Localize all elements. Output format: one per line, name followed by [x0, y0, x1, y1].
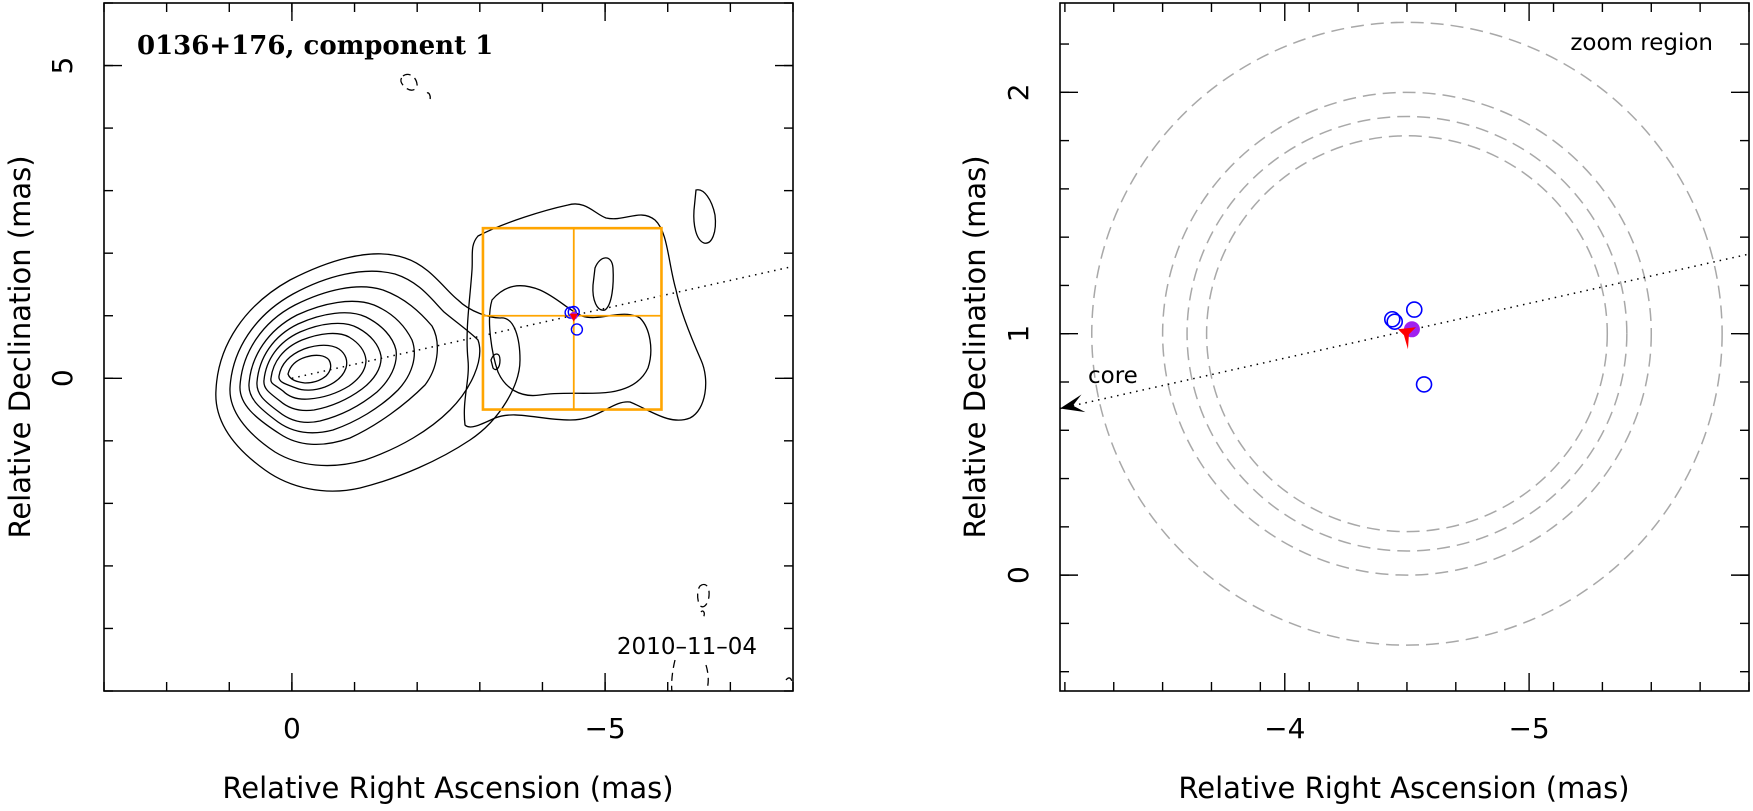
y-tick-label: 1	[1002, 325, 1035, 343]
zoom-x-axis-label: Relative Right Ascension (mas)	[1178, 771, 1629, 805]
y-tick-label: 0	[1002, 566, 1035, 584]
component-marker-star	[1397, 327, 1416, 350]
fit-marker	[1383, 310, 1401, 328]
contour-line-negative	[785, 677, 793, 685]
contour-line	[270, 332, 367, 400]
overview-x-axis-label: Relative Right Ascension (mas)	[222, 771, 673, 805]
contour-line	[278, 344, 348, 391]
overview-title: 0136+176, component 1	[137, 31, 493, 61]
component-marker-star	[569, 313, 578, 322]
zoom-axis-ticks: −4 −5 2 1 0	[1002, 3, 1750, 745]
zoom-y-axis-label: Relative Declination (mas)	[958, 155, 992, 538]
fit-marker	[570, 323, 584, 336]
overview-panel: 0 −5 5 0 0136+176, component 1 2010–11–04 R…	[3, 2, 794, 805]
overview-overlay	[291, 226, 793, 411]
overview-plot-frame	[103, 2, 794, 692]
overview-y-axis-label: Relative Declination (mas)	[3, 155, 37, 538]
zoom-overlay	[1060, 21, 1749, 646]
contour-map	[215, 73, 793, 691]
fit-marker	[1386, 313, 1404, 330]
contour-line	[693, 189, 717, 244]
contour-line	[263, 322, 382, 412]
contour-line	[463, 203, 707, 428]
y-tick-label: 2	[1002, 83, 1035, 101]
path-to-core-line	[1060, 253, 1749, 410]
contour-line	[592, 257, 614, 311]
y-tick-label: 0	[46, 369, 79, 387]
zoom-plot-frame	[1059, 2, 1750, 692]
zoom-panel: −4 −5 2 1 0 zoom region core Relative Right …	[958, 2, 1750, 805]
contour-line	[287, 354, 332, 384]
contour-line-negative	[705, 664, 709, 691]
contour-line	[215, 253, 521, 492]
contour-line	[256, 312, 397, 424]
contour-line-negative	[696, 583, 710, 608]
contour-line-negative	[670, 659, 676, 691]
uncertainty-circle	[1205, 135, 1609, 533]
contour-line	[488, 285, 652, 397]
fit-marker	[1415, 376, 1433, 393]
contour-line-negative	[400, 73, 418, 91]
contour-line	[248, 300, 415, 434]
y-tick-label: 5	[46, 57, 79, 75]
uncertainty-circle	[1161, 91, 1653, 576]
path-to-core-line	[291, 265, 793, 380]
contour-line	[239, 286, 438, 446]
uncertainty-circle	[1186, 115, 1628, 552]
core-arrowhead	[1060, 394, 1086, 413]
x-tick-label: −5	[1508, 712, 1549, 745]
zoom-box	[481, 226, 663, 411]
contour-line	[229, 270, 481, 467]
uncertainty-circle	[1091, 21, 1723, 646]
overview-axis-ticks: 0 −5 5 0	[46, 2, 794, 745]
contour-line-negative	[700, 610, 705, 619]
zoom-region-label: zoom region	[1570, 30, 1713, 56]
contour-line	[490, 353, 501, 371]
x-tick-label: −5	[584, 712, 625, 745]
fit-marker	[1405, 301, 1423, 318]
x-tick-label: 0	[283, 712, 301, 745]
overview-date-label: 2010–11–04	[617, 634, 757, 660]
x-tick-label: −4	[1264, 712, 1305, 745]
contour-line-negative	[426, 92, 431, 101]
core-arrow-label: core	[1088, 363, 1138, 389]
